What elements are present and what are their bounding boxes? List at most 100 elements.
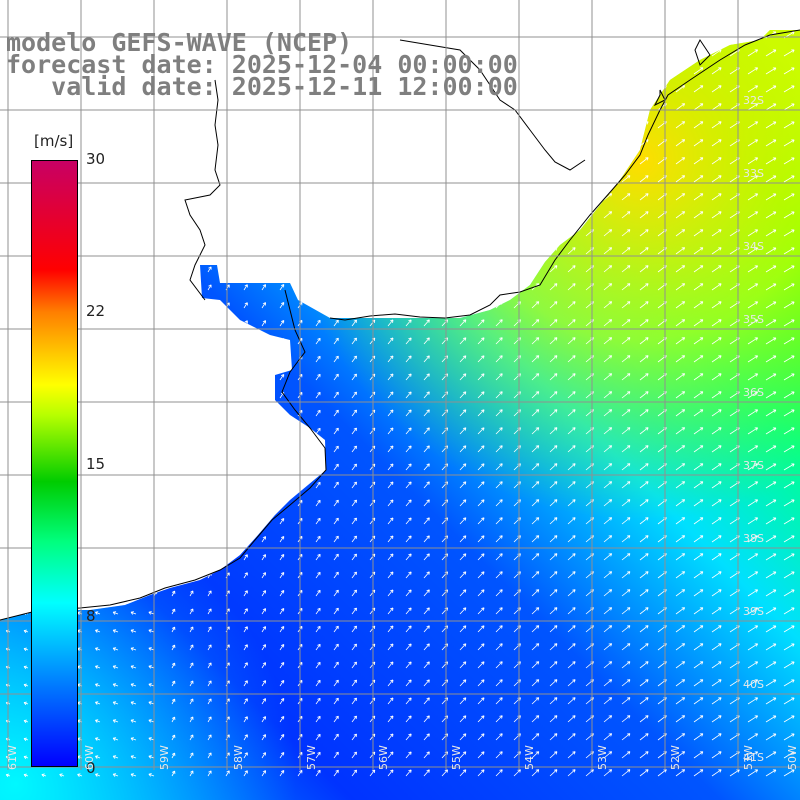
wind-arrow (423, 355, 430, 363)
wind-arrow (171, 644, 176, 651)
wind-arrow (135, 482, 139, 489)
wind-arrow (423, 427, 430, 435)
wind-arrow (477, 535, 485, 543)
wind-arrow (747, 247, 759, 255)
wind-arrow (405, 319, 412, 327)
wind-arrow (406, 14, 411, 20)
wind-arrow (112, 755, 119, 759)
wind-arrow (549, 607, 558, 615)
wind-arrow (23, 683, 29, 688)
wind-arrow (423, 679, 430, 687)
wind-arrow (783, 715, 795, 723)
wind-arrow (423, 751, 430, 759)
wind-arrow (261, 356, 266, 363)
wind-arrow (711, 157, 722, 165)
wind-arrow (405, 481, 412, 489)
wind-arrow (315, 535, 321, 543)
wind-arrow (495, 247, 503, 255)
wind-arrow (23, 701, 29, 706)
wind-arrow (459, 589, 467, 597)
wind-arrow (41, 773, 47, 778)
wind-arrow (567, 589, 576, 597)
longitude-label: 61W (6, 745, 19, 770)
wind-arrow (405, 355, 412, 363)
wind-arrow (477, 373, 485, 381)
wind-arrow (621, 337, 631, 345)
wind-arrow (8, 195, 13, 201)
wind-arrow (225, 266, 230, 273)
wind-arrow (99, 573, 103, 579)
wind-arrow (477, 715, 485, 723)
wind-arrow (333, 499, 339, 507)
wind-arrow (225, 374, 230, 381)
wind-arrow (207, 734, 212, 741)
wind-arrow (549, 319, 558, 327)
wind-arrow (603, 247, 613, 255)
wind-arrow (423, 247, 430, 255)
wind-arrow (315, 427, 321, 435)
wind-arrow (693, 571, 704, 579)
wind-arrow (8, 573, 13, 579)
wind-arrow (171, 572, 176, 579)
wind-arrow (567, 373, 576, 381)
wind-arrow (279, 104, 285, 111)
wind-arrow (171, 608, 176, 615)
wind-arrow (243, 248, 248, 255)
wind-arrow (459, 625, 467, 633)
wind-arrow (639, 535, 649, 543)
wind-arrow (189, 338, 194, 345)
wind-arrow (112, 647, 119, 651)
wind-arrow (387, 121, 394, 129)
wind-arrow (747, 103, 759, 111)
wind-arrow (279, 446, 285, 453)
wind-arrow (117, 158, 121, 165)
wind-arrow (639, 355, 649, 363)
wind-arrow (112, 737, 119, 741)
wind-arrow (333, 283, 339, 291)
wind-arrow (423, 301, 430, 309)
wind-arrow (765, 391, 777, 399)
wind-arrow (477, 427, 485, 435)
wind-arrow (135, 554, 139, 561)
wind-arrow (351, 175, 357, 183)
wind-arrow (148, 665, 155, 669)
wind-arrow (189, 140, 194, 147)
wind-arrow (477, 499, 485, 507)
wind-arrow (279, 320, 285, 327)
wind-arrow (387, 247, 394, 255)
wind-arrow (261, 554, 266, 561)
wind-arrow (531, 247, 540, 255)
wind-arrow (117, 176, 121, 183)
wind-arrow (243, 428, 248, 435)
wind-arrow (675, 265, 686, 273)
wind-arrow (315, 481, 321, 489)
wind-arrow (693, 679, 704, 687)
wind-arrow (243, 194, 248, 201)
wind-arrow (783, 679, 795, 687)
wind-arrow (387, 463, 394, 471)
wind-arrow (207, 518, 212, 525)
wind-arrow (261, 590, 266, 597)
wind-arrow (243, 374, 248, 381)
wind-arrow (279, 644, 285, 651)
wind-arrow (243, 212, 248, 219)
wind-arrow (112, 611, 119, 615)
wind-arrow (171, 356, 176, 363)
wind-arrow (783, 427, 795, 435)
wind-arrow (477, 481, 485, 489)
wind-arrow (243, 266, 248, 273)
wind-arrow (8, 501, 13, 507)
wind-arrow (747, 355, 759, 363)
wind-arrow (261, 500, 266, 507)
wind-arrow (333, 409, 339, 417)
wind-arrow (531, 193, 540, 201)
wind-arrow (621, 139, 631, 147)
wind-arrow (549, 355, 558, 363)
wind-arrow (117, 302, 121, 309)
wind-arrow (567, 445, 576, 453)
wind-arrow (225, 410, 230, 417)
wind-arrow (783, 391, 795, 399)
wind-arrow (567, 715, 576, 723)
wind-arrow (783, 751, 795, 759)
